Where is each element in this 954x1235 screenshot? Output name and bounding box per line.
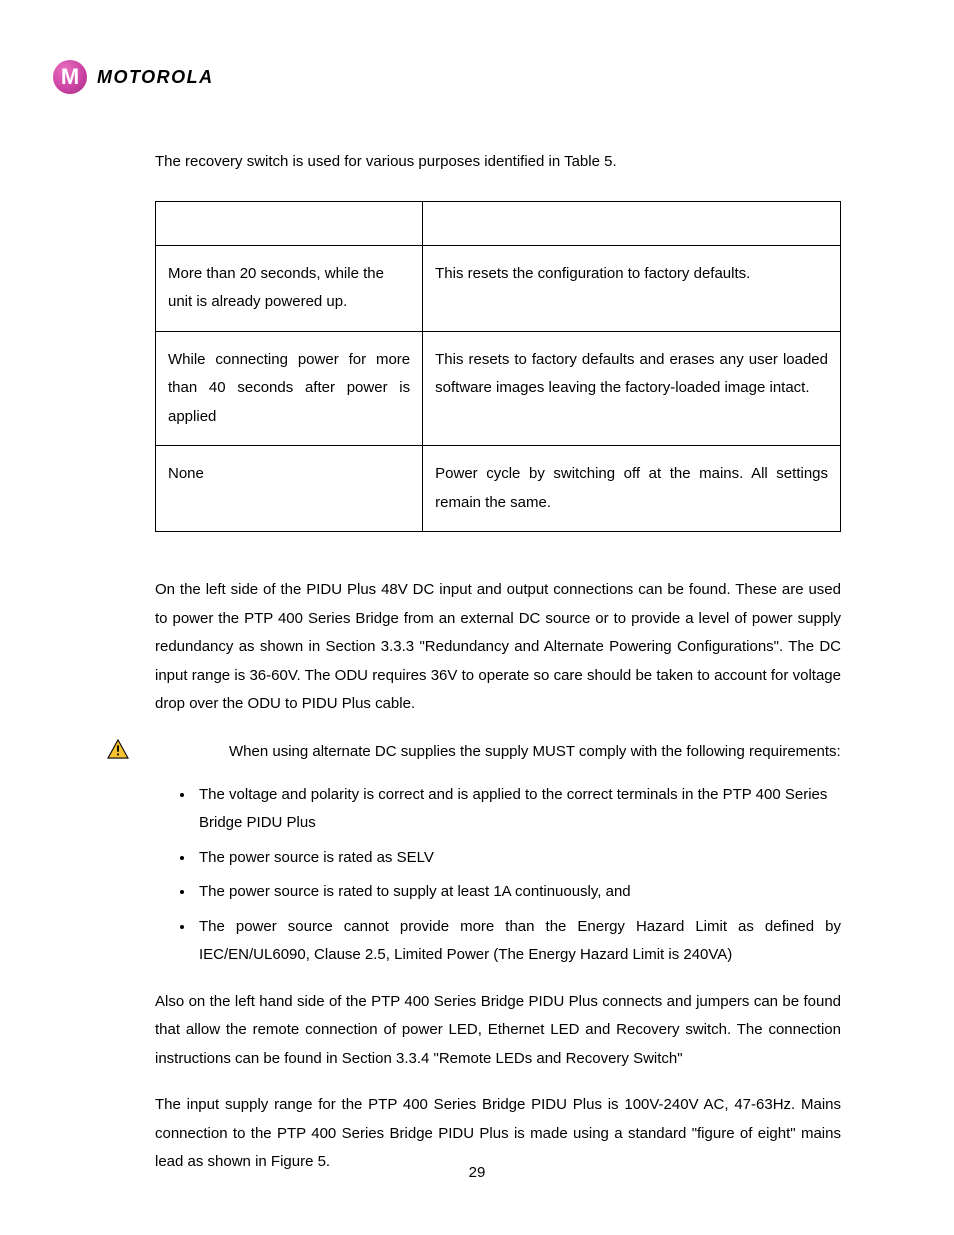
table-row: More than 20 seconds, while the unit is … bbox=[156, 245, 841, 331]
table-cell-left: While connecting power for more than 40 … bbox=[156, 331, 423, 446]
table-header-row bbox=[156, 201, 841, 245]
dc-input-paragraph: On the left side of the PIDU Plus 48V DC… bbox=[155, 576, 841, 719]
page-number: 29 bbox=[0, 1164, 954, 1181]
table-cell-left: None bbox=[156, 446, 423, 532]
table-cell-right: This resets to factory defaults and eras… bbox=[423, 331, 841, 446]
jumpers-paragraph: Also on the left hand side of the PTP 40… bbox=[155, 988, 841, 1074]
brand-name: MOTOROLA bbox=[97, 67, 214, 88]
table-header-left bbox=[156, 201, 423, 245]
table-cell-right: Power cycle by switching off at the main… bbox=[423, 446, 841, 532]
list-item: The voltage and polarity is correct and … bbox=[195, 781, 841, 838]
warning-text-content: When using alternate DC supplies the sup… bbox=[229, 743, 841, 760]
warning-text: When using alternate DC supplies the sup… bbox=[155, 737, 841, 766]
table-body: More than 20 seconds, while the unit is … bbox=[156, 245, 841, 532]
page-content: The recovery switch is used for various … bbox=[113, 148, 841, 1177]
recovery-switch-table: More than 20 seconds, while the unit is … bbox=[155, 201, 841, 533]
list-item: The power source is rated as SELV bbox=[195, 844, 841, 873]
document-page: M MOTOROLA The recovery switch is used f… bbox=[0, 0, 954, 1235]
table-cell-right: This resets the configuration to factory… bbox=[423, 245, 841, 331]
table-row: While connecting power for more than 40 … bbox=[156, 331, 841, 446]
brand-logo-letter: M bbox=[61, 66, 79, 88]
list-item: The power source is rated to supply at l… bbox=[195, 878, 841, 907]
list-item: The power source cannot provide more tha… bbox=[195, 913, 841, 970]
warning-icon bbox=[107, 739, 129, 759]
table-cell-left: More than 20 seconds, while the unit is … bbox=[156, 245, 423, 331]
table-header-right bbox=[423, 201, 841, 245]
warning-block: When using alternate DC supplies the sup… bbox=[155, 737, 841, 766]
brand-logo-badge: M bbox=[53, 60, 87, 94]
intro-paragraph: The recovery switch is used for various … bbox=[155, 148, 841, 177]
table-row: NonePower cycle by switching off at the … bbox=[156, 446, 841, 532]
requirements-list: The voltage and polarity is correct and … bbox=[155, 781, 841, 970]
brand-header: M MOTOROLA bbox=[53, 60, 841, 94]
